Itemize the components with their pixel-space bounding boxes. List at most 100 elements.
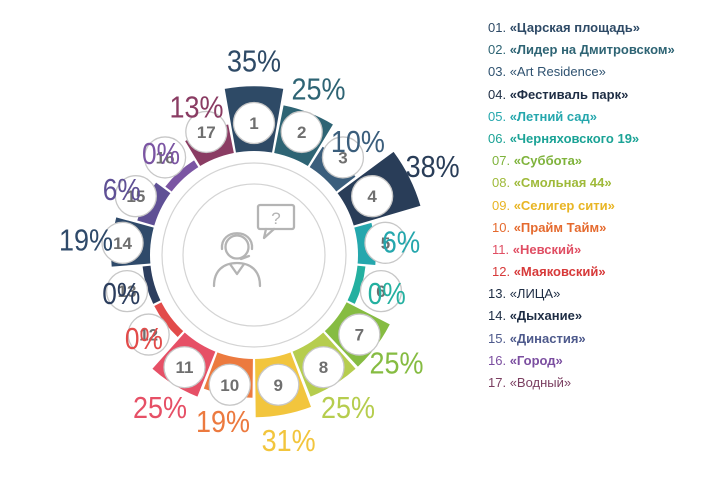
index-circle-12 — [127, 313, 170, 356]
legend-number: 10. — [492, 219, 514, 235]
index-circle-11 — [163, 346, 206, 389]
legend-item-8: 08. «Смольная 44» — [488, 172, 710, 194]
value-label-6: 0% — [368, 276, 406, 311]
legend-item-13: 13. «ЛИЦА» — [488, 283, 710, 305]
value-label-14: 19% — [59, 222, 113, 257]
legend-number: 08. — [492, 175, 514, 191]
legend-item-9: 09. «Селигер сити» — [488, 195, 710, 217]
legend-name: «Летний сад» — [509, 108, 598, 124]
legend-number: 17. — [488, 375, 510, 390]
legend-number: 09. — [492, 197, 514, 213]
index-circle-4 — [351, 175, 394, 218]
legend-number: 02. — [488, 42, 510, 58]
value-label-9: 31% — [262, 423, 316, 458]
legend-number: 05. — [488, 108, 510, 124]
legend-item-6: 06. «Черняховского 19» — [488, 128, 710, 150]
index-label-13: 13 — [118, 282, 137, 301]
index-label-3: 3 — [338, 148, 347, 167]
radial-chart: ? 135%225%310%438%56%60%725%825%931%1019… — [59, 43, 460, 458]
index-circle-14 — [101, 221, 144, 264]
index-circle-15 — [114, 175, 157, 218]
index-circle-6 — [359, 269, 403, 313]
index-circle-7 — [338, 313, 381, 356]
legend-name: «Водный» — [509, 375, 572, 390]
index-circle-10 — [208, 363, 251, 406]
legend-item-16: 16. «Город» — [488, 350, 710, 372]
index-label-15: 15 — [126, 187, 145, 206]
legend-name: «Царская площадь» — [509, 20, 640, 35]
legend-name: «Город» — [509, 352, 563, 368]
value-label-13: 0% — [102, 276, 140, 311]
index-label-14: 14 — [113, 234, 132, 253]
legend-item-3: 03. «Art Residence» — [488, 61, 710, 83]
legend-name: «Селигер сити» — [513, 197, 615, 213]
index-label-8: 8 — [319, 358, 328, 377]
index-label-5: 5 — [381, 234, 390, 253]
legend-number: 07. — [492, 153, 514, 169]
legend-name: «Черняховского 19» — [509, 130, 640, 146]
index-label-17: 17 — [197, 123, 216, 142]
index-label-7: 7 — [355, 326, 364, 345]
index-circle-1 — [232, 101, 276, 145]
legend-item-5: 05. «Летний сад» — [488, 106, 710, 128]
value-label-10: 19% — [196, 404, 250, 439]
value-label-5: 6% — [382, 224, 420, 259]
legend-number: 15. — [488, 330, 510, 346]
legend-name: «Невский» — [512, 241, 582, 257]
legend-number: 13. — [488, 286, 510, 302]
legend-name: «Фестиваль парк» — [509, 86, 629, 102]
legend-item-4: 04. «Фестиваль парк» — [488, 84, 710, 106]
index-label-4: 4 — [367, 187, 377, 206]
index-label-10: 10 — [220, 376, 239, 395]
index-label-1: 1 — [249, 114, 258, 133]
legend-number: 01. — [488, 20, 510, 35]
index-circle-16 — [143, 136, 187, 179]
value-label-3: 10% — [331, 124, 385, 159]
legend-item-11: 11. «Невский» — [488, 239, 710, 261]
inner-ring — [161, 162, 347, 348]
legend-number: 03. — [488, 64, 510, 80]
index-label-11: 11 — [176, 358, 194, 377]
value-label-1: 35% — [227, 43, 281, 78]
chart-marks: 135%225%310%438%56%60%725%825%931%1019%1… — [59, 43, 460, 458]
legend-item-14: 14. «Дыхание» — [488, 305, 710, 327]
legend-name: «Династия» — [509, 330, 586, 346]
index-circle-3 — [321, 136, 365, 179]
center-circle — [182, 183, 326, 327]
index-circle-8 — [302, 346, 345, 389]
legend-item-15: 15. «Династия» — [488, 328, 710, 350]
legend-number: 14. — [488, 308, 510, 324]
index-label-9: 9 — [274, 376, 283, 395]
legend-number: 16. — [488, 352, 510, 368]
legend-item-1: 01. «Царская площадь» — [488, 17, 710, 39]
legend-name: «Дыхание» — [509, 308, 583, 324]
value-label-2: 25% — [291, 72, 345, 107]
legend-item-7: 07. «Суббота» — [488, 150, 710, 172]
index-circle-9 — [257, 363, 300, 406]
value-label-16: 0% — [142, 136, 180, 171]
index-label-12: 12 — [139, 326, 158, 345]
legend-name: «Прайм Тайм» — [513, 219, 607, 235]
legend-item-10: 10. «Прайм Тайм» — [488, 217, 710, 239]
index-circle-2 — [280, 110, 323, 154]
index-circle-5 — [364, 221, 407, 264]
legend-item-2: 02. «Лидер на Дмитровском» — [488, 39, 710, 61]
legend-name: «Смольная 44» — [513, 175, 612, 191]
legend: 01. «Царская площадь» 02. «Лидер на Дмитр… — [488, 17, 710, 394]
index-label-16: 16 — [156, 148, 175, 167]
question-mark-text: ? — [271, 209, 280, 228]
value-label-7: 25% — [369, 346, 423, 381]
index-circle-17 — [185, 110, 228, 154]
legend-number: 04. — [488, 86, 510, 102]
legend-name: «Art Residence» — [509, 64, 606, 80]
value-label-4: 38% — [406, 149, 460, 184]
legend-number: 06. — [488, 130, 510, 146]
index-circle-13 — [105, 269, 149, 313]
index-label-2: 2 — [297, 123, 306, 142]
legend-item-12: 12. «Маяковский» — [488, 261, 710, 283]
legend-number: 11. — [492, 241, 513, 257]
legend-number: 12. — [492, 264, 514, 280]
legend-item-17: 17. «Водный» — [488, 372, 710, 394]
index-label-6: 6 — [376, 282, 385, 301]
